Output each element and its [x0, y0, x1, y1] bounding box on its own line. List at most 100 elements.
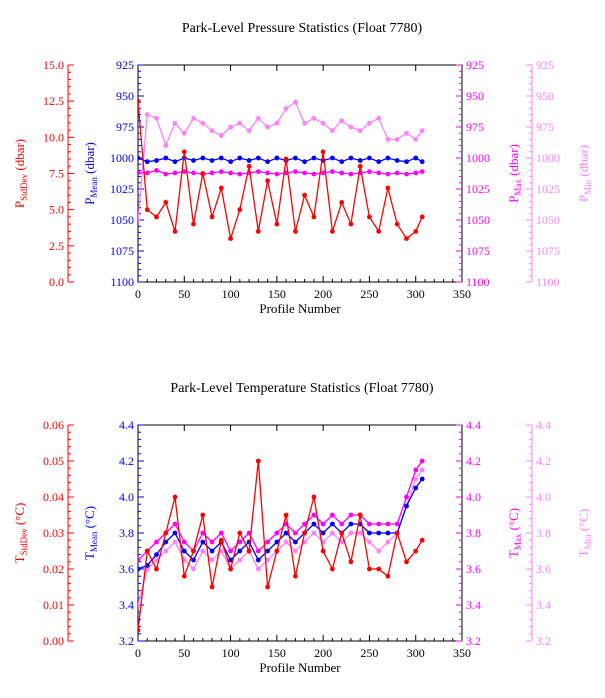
data-point: [200, 120, 206, 126]
x-tick-label: 300: [407, 646, 425, 660]
data-point: [191, 221, 196, 227]
series-std: [138, 458, 425, 633]
data-point: [419, 214, 425, 220]
y-tick-label: 3.2: [536, 634, 551, 648]
data-point: [237, 548, 243, 554]
data-point: [172, 229, 178, 234]
data-point: [274, 530, 280, 536]
data-point: [163, 143, 169, 149]
y-tick-label: 0.04: [43, 490, 64, 504]
data-point: [265, 124, 270, 130]
data-point: [293, 539, 298, 545]
data-point: [228, 159, 234, 165]
data-point: [357, 128, 363, 134]
data-point: [302, 530, 307, 536]
data-point: [367, 566, 372, 572]
data-point: [209, 548, 215, 554]
data-point: [246, 163, 252, 169]
data-point: [255, 229, 261, 234]
data-point: [237, 207, 243, 213]
data-point: [413, 467, 419, 473]
y-axis-label: TMax (°C): [506, 508, 523, 558]
y-tick-label: 4.4: [466, 418, 481, 432]
data-point: [209, 128, 215, 134]
data-point: [200, 548, 206, 554]
data-point: [255, 115, 261, 121]
data-point: [367, 169, 372, 175]
y-tick-label: 0.0: [49, 275, 64, 289]
data-point: [265, 170, 270, 176]
data-point: [348, 171, 354, 177]
y-tick-label: 4.2: [536, 454, 551, 468]
y-tick-label: 1025: [110, 182, 134, 196]
data-point: [357, 512, 363, 518]
data-point: [246, 128, 252, 134]
data-point: [339, 159, 345, 165]
y-tick-label: 15.0: [43, 58, 64, 72]
series-max: [138, 458, 425, 563]
y-tick-label: 925: [466, 58, 484, 72]
x-tick-label: 350: [453, 287, 471, 301]
y-tick-label: 1075: [110, 244, 134, 258]
data-point: [237, 120, 243, 126]
series-line: [138, 460, 423, 631]
data-point: [209, 214, 215, 220]
data-point: [218, 133, 224, 139]
data-point: [330, 566, 335, 572]
y-axis-label: TMin (°C): [576, 509, 593, 558]
data-point: [191, 115, 196, 121]
data-point: [154, 557, 159, 563]
y-tick-label: 3.2: [119, 634, 134, 648]
data-point: [138, 217, 141, 223]
y-tick-label: 4.4: [119, 418, 134, 432]
data-point: [367, 120, 372, 126]
data-point: [376, 530, 382, 536]
data-point: [385, 155, 391, 161]
y-tick-label: 1050: [536, 213, 560, 227]
y-tick-label: 0.02: [43, 562, 64, 576]
data-point: [394, 221, 400, 227]
data-point: [293, 530, 298, 536]
data-point: [311, 512, 317, 518]
data-point: [394, 158, 400, 163]
data-point: [419, 458, 425, 464]
y-tick-label: 12.5: [43, 94, 64, 108]
data-point: [339, 539, 345, 545]
data-point: [419, 159, 425, 165]
chart-title: Park-Level Temperature Statistics (Float…: [170, 381, 433, 396]
data-point: [348, 512, 354, 518]
data-point: [419, 169, 425, 175]
data-point: [320, 530, 326, 536]
y-axis-min: 4.4 4.2 4.0 3.8 3.6 3.4 3.2 TMin (°C): [526, 418, 593, 648]
data-point: [265, 548, 270, 554]
y-tick-label: 3.8: [119, 526, 134, 540]
x-tick-label: 0: [135, 287, 141, 301]
y-axis-label: PStdDev (dbar): [12, 139, 29, 208]
data-point: [200, 512, 206, 518]
data-point: [181, 539, 187, 545]
series-line: [138, 101, 423, 240]
data-point: [339, 530, 345, 536]
data-point: [404, 171, 409, 177]
data-point: [191, 548, 196, 554]
data-point: [385, 521, 391, 527]
data-point: [191, 557, 196, 563]
data-point: [163, 200, 169, 205]
data-point: [339, 170, 345, 176]
y-tick-label: 0.06: [43, 418, 64, 432]
data-point: [181, 573, 187, 579]
data-point: [274, 155, 280, 161]
data-point: [163, 548, 169, 554]
data-point: [404, 130, 409, 136]
data-point: [283, 512, 289, 518]
series-mean: [138, 476, 425, 572]
data-point: [293, 573, 298, 579]
chart-title: Park-Level Pressure Statistics (Float 77…: [182, 21, 423, 36]
data-point: [138, 627, 141, 633]
data-point: [311, 521, 317, 527]
y-tick-label: 3.8: [466, 526, 481, 540]
data-point: [339, 200, 345, 205]
y-tick-label: 0.00: [43, 634, 64, 648]
x-tick-label: 250: [360, 287, 378, 301]
y-tick-label: 4.0: [119, 490, 134, 504]
